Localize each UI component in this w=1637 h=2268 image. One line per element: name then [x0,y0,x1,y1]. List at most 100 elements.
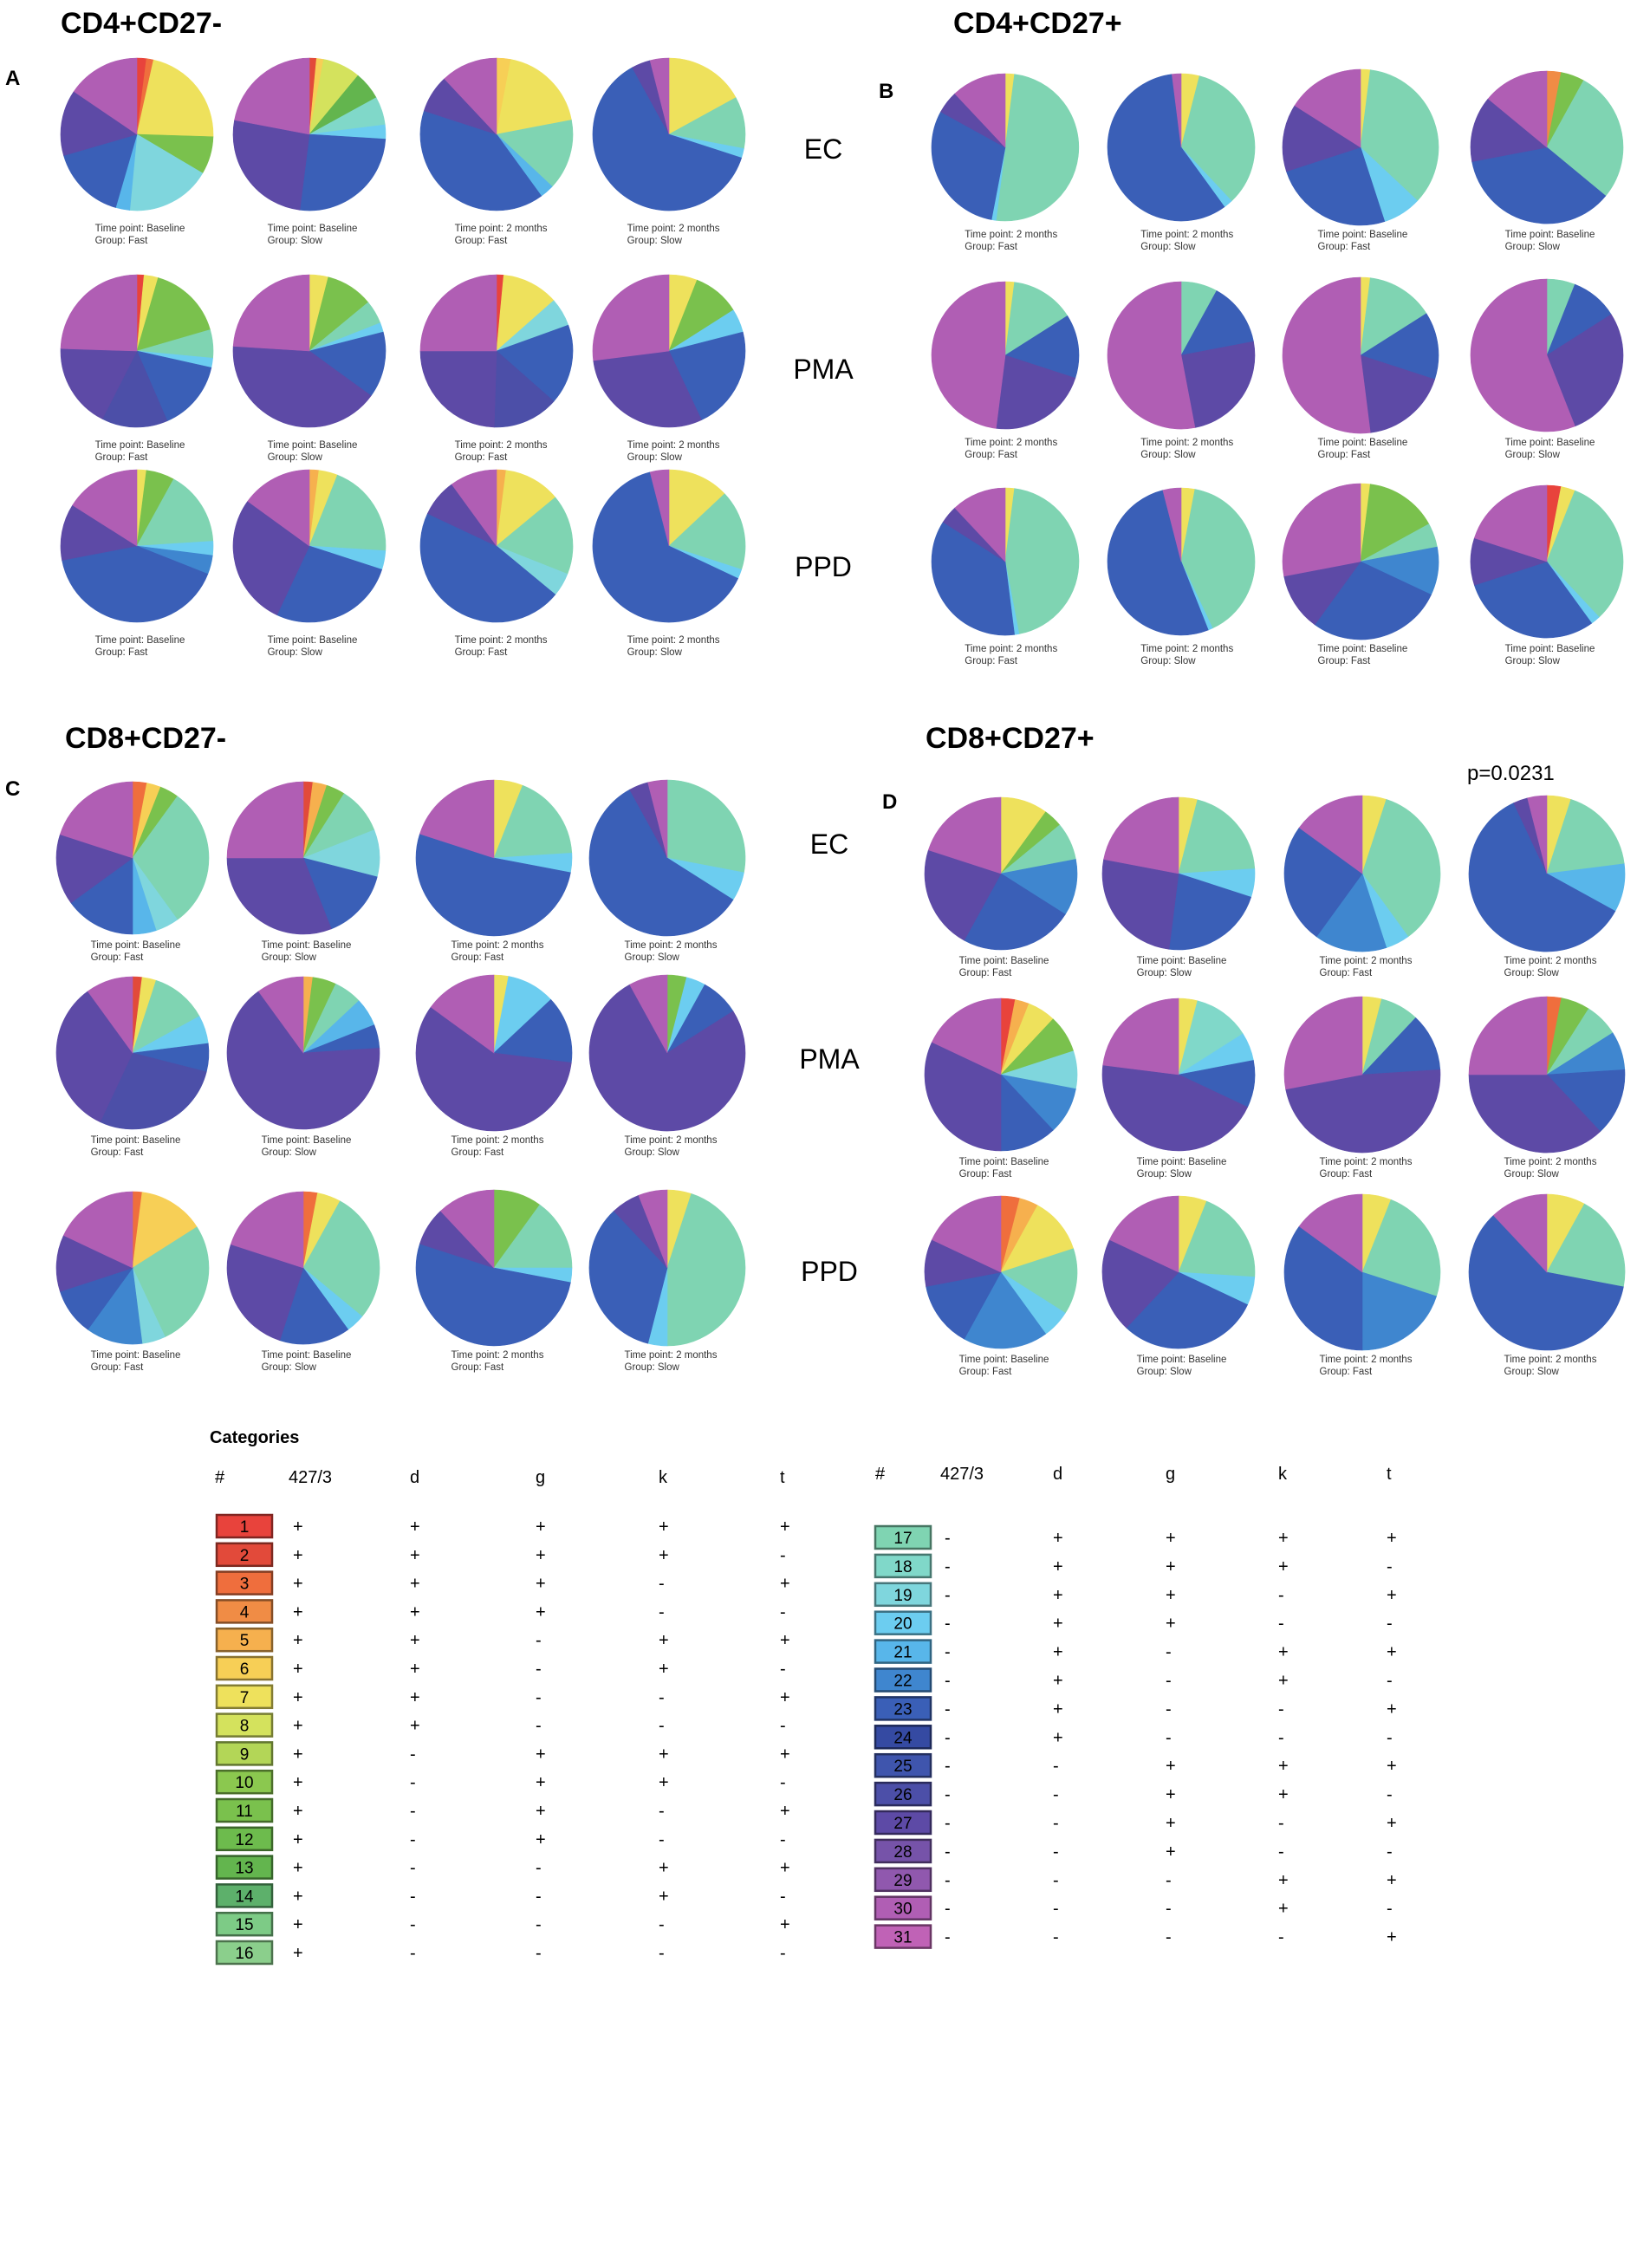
category-swatch [215,1712,274,1738]
pie-caption-timepoint: Time point: 2 months [1320,956,1413,966]
legend-header-number: # [215,1468,225,1487]
pie-chart: Time point: 2 months Group: Slow [1107,487,1256,666]
pie-caption-timepoint: Time point: Baseline [95,440,185,451]
legend-header-g: g [1166,1465,1175,1484]
pie-caption-group: Group: Slow [268,236,323,246]
category-marker: - [536,1631,542,1650]
pie-caption-timepoint: Time point: 2 months [625,940,718,951]
category-marker: + [1387,1529,1397,1548]
pie-slice [1178,1200,1256,1277]
legend-row: 25 - - + + + [874,1752,1397,1778]
pie-slice [234,57,310,135]
pie-caption-timepoint: Time point: Baseline [959,1355,1049,1365]
category-marker: + [659,1517,669,1537]
category-marker: - [1166,1900,1172,1919]
pie-slice [1283,1225,1363,1351]
pie-slice [629,974,668,1054]
category-marker: - [659,1830,665,1849]
category-marker: - [1053,1785,1059,1804]
pie-caption-timepoint: Time point: 2 months [455,635,548,646]
pie-caption-group: Group: Slow [1140,656,1196,666]
category-marker: - [536,1688,542,1707]
pie-caption-group: Group: Slow [625,952,680,963]
pie-slice [226,1244,304,1342]
pie-caption-group: Group: Fast [959,1367,1013,1377]
legend-row: 17 - + + + + [874,1524,1397,1550]
legend-row: 7 + + - - + [215,1684,790,1710]
category-number: 14 [235,1888,254,1906]
pie-slice [232,274,310,352]
pie-caption-group: Group: Fast [95,452,149,463]
category-marker: - [410,1887,416,1906]
pie-slice [1468,996,1548,1076]
category-marker: + [1166,1529,1176,1548]
pie-slice [1283,996,1363,1090]
category-marker: + [293,1802,303,1821]
pie-caption-timepoint: Time point: Baseline [95,224,185,234]
category-swatch [215,1627,274,1653]
category-marker: - [780,1887,786,1906]
pie-slice [444,57,497,135]
legend-row: 10 + - + + - [215,1769,786,1795]
pie-slice [996,354,1076,430]
pie-slice [1282,105,1361,172]
pie-slice [668,57,737,135]
legend-header-row: #427/3 d g k t [875,1465,1392,1484]
pie-slice [279,1267,349,1345]
category-number: 26 [893,1786,912,1804]
pie-slice [1546,799,1625,874]
pie-caption-timepoint: Time point: Baseline [268,224,358,234]
category-swatch [874,1696,932,1721]
category-marker: - [1278,1842,1284,1862]
legend-header-row: #427/3 d g k t [215,1468,785,1487]
pie-caption-timepoint: Time point: Baseline [959,1157,1049,1167]
pie-slice [1360,484,1430,562]
pie-caption-group: Group: Slow [268,647,323,658]
category-marker: + [780,1915,790,1934]
pie-caption-timepoint: Time point: Baseline [1505,438,1595,448]
pie-caption-group: Group: Slow [1140,450,1196,460]
pie-slice [1172,73,1182,148]
panel-title: CD4+CD27- [61,7,222,40]
pie-caption-group: Group: Slow [262,1362,317,1373]
pie-slice [1473,484,1548,562]
category-number: 5 [240,1632,250,1650]
pie-chart: Time point: Baseline Group: Slow [1470,484,1624,666]
panel-d: CD8+CD27+ Dp=0.0231 Time point: Baseline Gr… [882,722,1626,1377]
pie-slice [1103,796,1179,874]
panel-title: CD8+CD27- [65,722,226,755]
pie-caption-group: Group: Fast [451,952,505,963]
category-marker: + [536,1517,546,1537]
category-number: 6 [240,1660,250,1679]
category-swatch [874,1582,932,1608]
category-number: 25 [893,1758,912,1776]
pie-slice [1361,1199,1441,1297]
category-marker: - [1053,1842,1059,1862]
category-marker: + [1387,1757,1397,1776]
pie-slice [588,789,734,937]
category-swatch [874,1924,932,1949]
category-marker: + [536,1575,546,1594]
legend-row: 14 + - - + - [215,1883,786,1908]
category-marker: - [659,1602,665,1621]
pie-slice [309,331,387,397]
category-marker: + [1387,1699,1397,1719]
pie-slice [60,91,138,156]
pie-slice [1107,490,1209,636]
category-marker: - [410,1830,416,1849]
pie-slice [1286,146,1386,226]
category-marker: + [410,1546,420,1565]
category-swatch [874,1610,932,1635]
category-marker: - [1387,1842,1393,1862]
category-swatch [215,1855,274,1880]
category-marker: + [410,1688,420,1707]
category-marker: + [410,1575,420,1594]
pie-caption-group: Group: Slow [1137,968,1192,978]
categories-legend: Categories # 427/3 d g k t 1 + + + + +2 + + + + - 3 + + + - +4 +… [210,1428,1397,1966]
category-number: 10 [235,1774,253,1792]
pie-slice [1470,278,1575,432]
